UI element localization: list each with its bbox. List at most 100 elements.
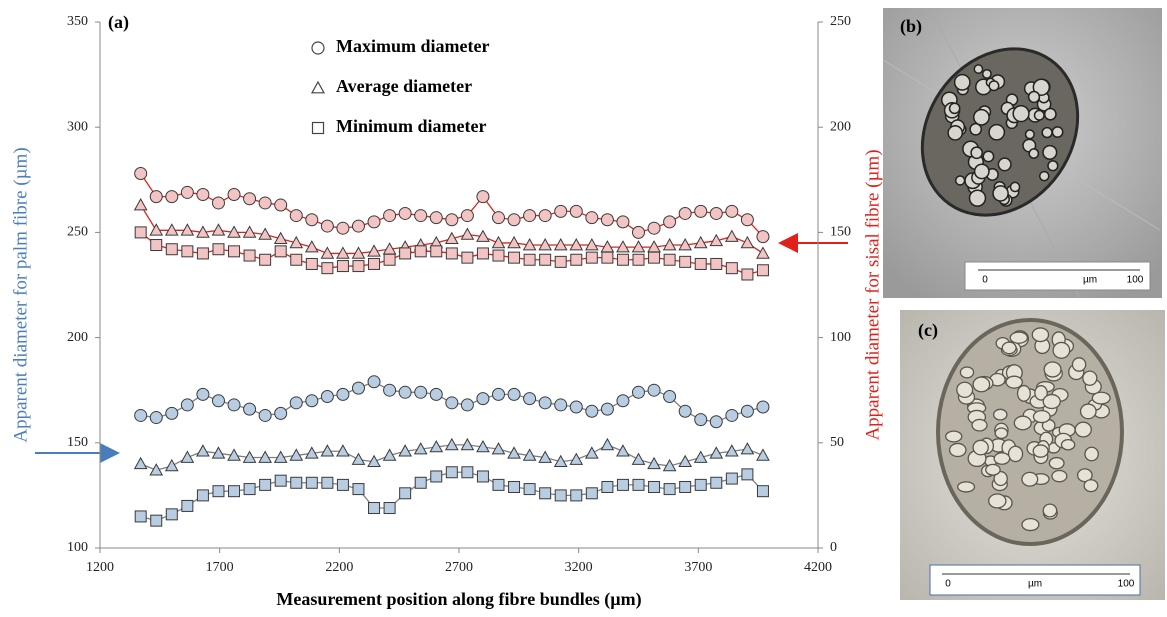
point	[616, 240, 630, 253]
x-tick-label: 1700	[206, 560, 234, 575]
point	[134, 510, 147, 523]
y2-axis-label: Apparent diameter for sisal fibre (µm)	[862, 149, 883, 440]
cell	[1021, 517, 1040, 532]
cell	[985, 463, 1001, 476]
point	[196, 247, 209, 260]
point	[399, 247, 412, 260]
point	[460, 398, 474, 412]
point	[165, 508, 178, 521]
point	[444, 437, 459, 451]
point	[570, 489, 583, 502]
point	[227, 225, 241, 238]
point	[228, 245, 241, 258]
cell	[981, 68, 992, 79]
cell	[1052, 341, 1071, 359]
point	[740, 235, 755, 249]
point	[663, 253, 676, 266]
point	[274, 406, 288, 420]
point	[336, 478, 349, 491]
cell	[1027, 90, 1041, 104]
cell	[1005, 375, 1024, 389]
point	[616, 394, 630, 408]
scale-label: µm	[1028, 579, 1042, 590]
cell	[969, 122, 983, 136]
point	[289, 396, 303, 410]
point	[694, 257, 707, 270]
point	[336, 444, 350, 457]
point	[694, 413, 708, 427]
point	[305, 394, 319, 408]
point	[212, 485, 225, 498]
point	[756, 230, 770, 244]
point	[554, 489, 567, 502]
point	[242, 225, 257, 238]
point	[647, 456, 661, 470]
point	[662, 237, 677, 251]
point	[460, 227, 475, 240]
point	[569, 400, 583, 414]
point	[445, 466, 458, 479]
point	[476, 392, 490, 406]
point	[305, 476, 318, 489]
point	[273, 231, 288, 245]
point	[740, 442, 755, 455]
cell	[1032, 78, 1051, 96]
point	[725, 262, 738, 275]
point	[740, 404, 754, 418]
point	[196, 225, 210, 238]
point	[274, 245, 287, 258]
cell	[953, 73, 971, 91]
point	[756, 400, 770, 414]
point	[523, 483, 536, 496]
point	[740, 213, 754, 227]
point	[476, 190, 490, 204]
point	[554, 398, 568, 412]
point	[693, 235, 708, 249]
y-axis-label: Apparent diameter for palm fibre (µm)	[10, 147, 31, 442]
point	[523, 253, 536, 266]
cell	[988, 123, 1006, 141]
point	[429, 211, 443, 225]
point	[243, 192, 257, 206]
point	[476, 229, 490, 242]
point	[180, 450, 195, 463]
point	[709, 206, 723, 220]
x-tick-label: 3200	[565, 560, 593, 575]
point	[383, 253, 396, 266]
point	[399, 487, 412, 500]
point	[243, 249, 256, 262]
cell	[1001, 341, 1017, 355]
x-axis-label: Measurement position along fibre bundles…	[276, 589, 641, 610]
cell	[1051, 469, 1068, 483]
point	[273, 450, 288, 463]
cell	[1041, 126, 1053, 139]
point	[305, 213, 319, 227]
point	[476, 247, 489, 260]
point	[507, 387, 521, 401]
cell	[1024, 129, 1035, 140]
point	[725, 408, 739, 422]
point	[694, 204, 708, 218]
cell	[997, 157, 1012, 172]
point	[351, 381, 365, 395]
point	[616, 253, 629, 266]
cell	[1021, 471, 1039, 487]
point	[414, 385, 428, 399]
point	[616, 215, 630, 229]
point	[648, 480, 661, 493]
cell	[1047, 160, 1059, 172]
cell	[971, 418, 988, 432]
scale-label: 0	[945, 579, 951, 590]
point	[632, 225, 645, 239]
point	[553, 454, 568, 468]
y2-tick-label: 100	[830, 330, 851, 345]
point	[398, 206, 412, 220]
point	[290, 476, 303, 489]
point	[569, 237, 584, 251]
cell	[1043, 107, 1057, 121]
point	[678, 454, 693, 468]
cell	[993, 470, 1008, 487]
point	[414, 209, 428, 223]
point	[290, 253, 303, 266]
cell	[1042, 503, 1058, 518]
